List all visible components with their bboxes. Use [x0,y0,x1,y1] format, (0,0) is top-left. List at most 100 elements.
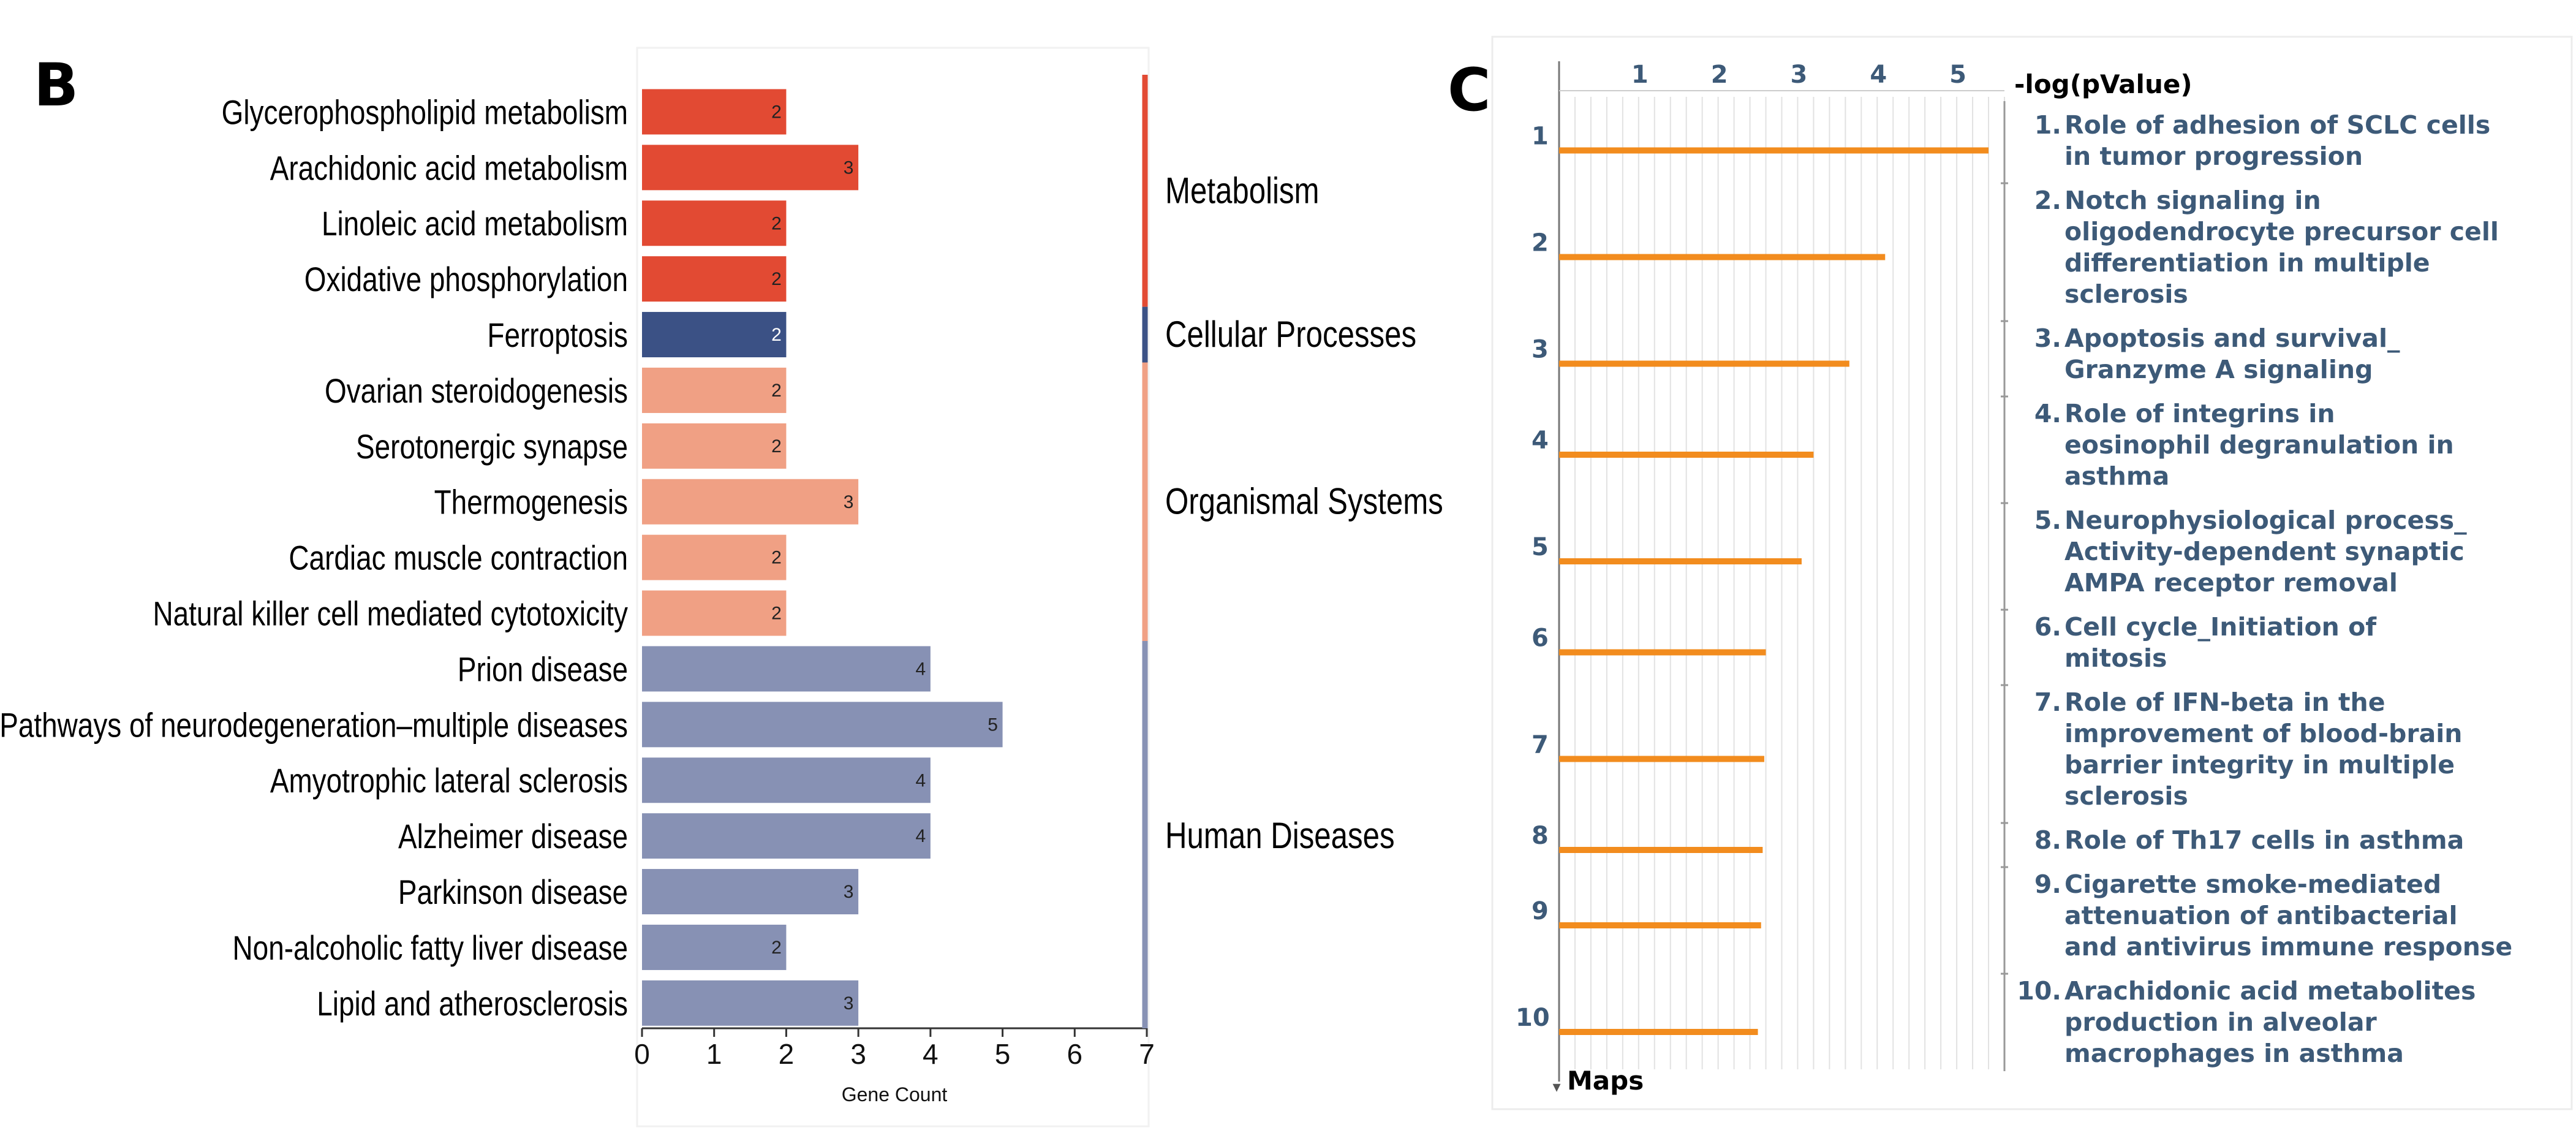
map-name-2-line-4: sclerosis [2064,279,2188,309]
bar-12 [642,702,1003,748]
category-label-13: Amyotrophic lateral sclerosis [270,762,628,800]
category-label-9: 9 [1532,897,1549,925]
map-name-7-line-3: barrier integrity in multiple [2064,750,2455,779]
map-name-10-line-2: production in alveolar [2064,1007,2378,1037]
panel-b-bar-chart: B 2 3 2 2 2 2 2 3 2 2 4 5 4 4 3 2 3 Glycerophospholipid … [0,47,1443,1128]
group-label-1: Metabolism [1165,170,1320,211]
bar-value-label-1: 2 [771,102,782,122]
x-tick-label-2: 2 [779,1038,795,1070]
category-label-4: 4 [1532,427,1549,455]
map-number-7: 7. [2034,688,2061,717]
bar-9 [642,534,787,580]
x-tick-label-1: 1 [706,1038,722,1070]
category-label-8: Thermogenesis [434,483,628,521]
map-name-2-line-3: differentiation in multiple [2064,248,2430,278]
map-name-10-line-1: Arachidonic acid metabolites [2064,976,2476,1006]
bar-value-label-17: 3 [844,993,854,1014]
x-tick-label-4: 4 [923,1038,939,1070]
panel-c-axes: ▾ 1 2 3 4 5 -log(pValue) Maps [1552,61,2192,1096]
category-label-6: 6 [1532,624,1549,653]
category-label-9: Cardiac muscle contraction [289,539,628,577]
map-number-6: 6. [2034,612,2061,642]
map-name-9-line-1: Cigarette smoke-mediated [2064,870,2441,899]
y-axis-title: Maps [1567,1066,1644,1096]
panel-b-category-labels: Glycerophospholipid metabolism Arachidoni… [0,93,628,1023]
category-label-1: 1 [1532,123,1549,151]
category-label-2: Arachidonic acid metabolism [270,149,628,187]
x-axis-title: Gene Count [842,1083,948,1105]
group-label-2: Cellular Processes [1165,313,1416,355]
bar-value-label-2: 3 [844,157,854,178]
bar-value-label-16: 2 [771,938,782,958]
map-name-7-line-1: Role of IFN-beta in the [2064,688,2385,717]
category-label-5: Ferroptosis [487,316,628,354]
category-label-16: Non-alcoholic fatty liver disease [233,929,628,967]
x-tick-label-5: 5 [1949,61,1966,89]
group-label-3: Organismal Systems [1165,480,1443,522]
bar-value-label-8: 3 [844,492,854,512]
bar-1 [642,89,787,135]
map-number-9: 9. [2034,870,2061,899]
bar-value-label-12: 5 [988,715,998,735]
bar-value-label-11: 4 [916,659,926,679]
map-name-4-line-3: asthma [2064,461,2169,491]
map-name-3-line-1: Apoptosis and survival_ [2064,324,2400,353]
bar-8 [642,479,859,525]
bar-value-label-15: 3 [844,882,854,902]
category-label-8: 8 [1532,822,1549,850]
category-label-17: Lipid and atherosclerosis [317,985,628,1023]
map-name-1-line-2: in tumor progression [2064,142,2363,171]
bar-6 [642,367,787,413]
bar-7 [642,423,787,469]
map-name-6-line-1: Cell cycle_Initiation of [2064,612,2377,642]
category-label-10: Natural killer cell mediated cytotoxicit… [153,594,628,632]
bar-value-label-9: 2 [771,548,782,568]
map-number-10: 10. [2017,976,2061,1006]
bar-16 [642,924,787,970]
category-label-3: Linoleic acid metabolism [322,205,628,243]
map-name-2-line-2: oligodendrocyte precursor cell [2064,217,2499,246]
x-tick-label-2: 2 [1711,61,1728,89]
bar-5 [642,312,787,358]
x-tick-label-5: 5 [995,1038,1011,1070]
map-number-5: 5. [2034,506,2061,535]
map-name-10-line-3: macrophages in asthma [2064,1039,2404,1068]
map-name-5-line-1: Neurophysiological process_ [2064,506,2467,535]
map-name-6-line-2: mitosis [2064,643,2167,673]
x-tick-label-6: 6 [1067,1038,1082,1070]
bar-value-label-13: 4 [916,770,926,791]
category-label-6: Ovarian steroidogenesis [325,372,628,410]
category-label-1: Glycerophospholipid metabolism [222,93,628,131]
bar-3 [642,200,787,246]
category-label-14: Alzheimer disease [398,817,628,855]
panel-b-label: B [34,51,78,119]
panel-c-frame [1491,36,2573,1110]
bar-4 [642,256,787,302]
bar-value-label-3: 2 [771,213,782,233]
x-tick-label-3: 3 [850,1038,866,1070]
bar-15 [642,869,859,915]
map-name-4-line-1: Role of integrins in [2064,399,2335,428]
bar-value-label-7: 2 [771,436,782,457]
bar-10 [642,590,787,636]
panel-b-x-axis: 0 1 2 3 4 5 6 7 Gene Count [634,1027,1155,1105]
panel-b-group-legend: Metabolism Cellular Processes Organismal S… [1142,75,1443,1028]
bar-value-label-5: 2 [771,325,782,345]
map-name-9-line-3: and antivirus immune response [2064,932,2512,961]
category-label-3: 3 [1532,336,1549,364]
map-number-8: 8. [2034,825,2061,855]
category-label-15: Parkinson disease [398,873,628,911]
panel-c-label: C [1448,56,1490,124]
bar-value-label-6: 2 [771,381,782,401]
panel-b-bars: 2 3 2 2 2 2 2 3 2 2 4 5 4 4 3 2 3 [642,89,1003,1026]
category-label-7: Serotonergic synapse [356,428,628,466]
bar-13 [642,757,931,803]
category-label-11: Prion disease [458,650,628,688]
category-label-4: Oxidative phosphorylation [304,260,628,298]
map-name-4-line-2: eosinophil degranulation in [2064,430,2454,460]
category-label-7: 7 [1532,731,1549,759]
